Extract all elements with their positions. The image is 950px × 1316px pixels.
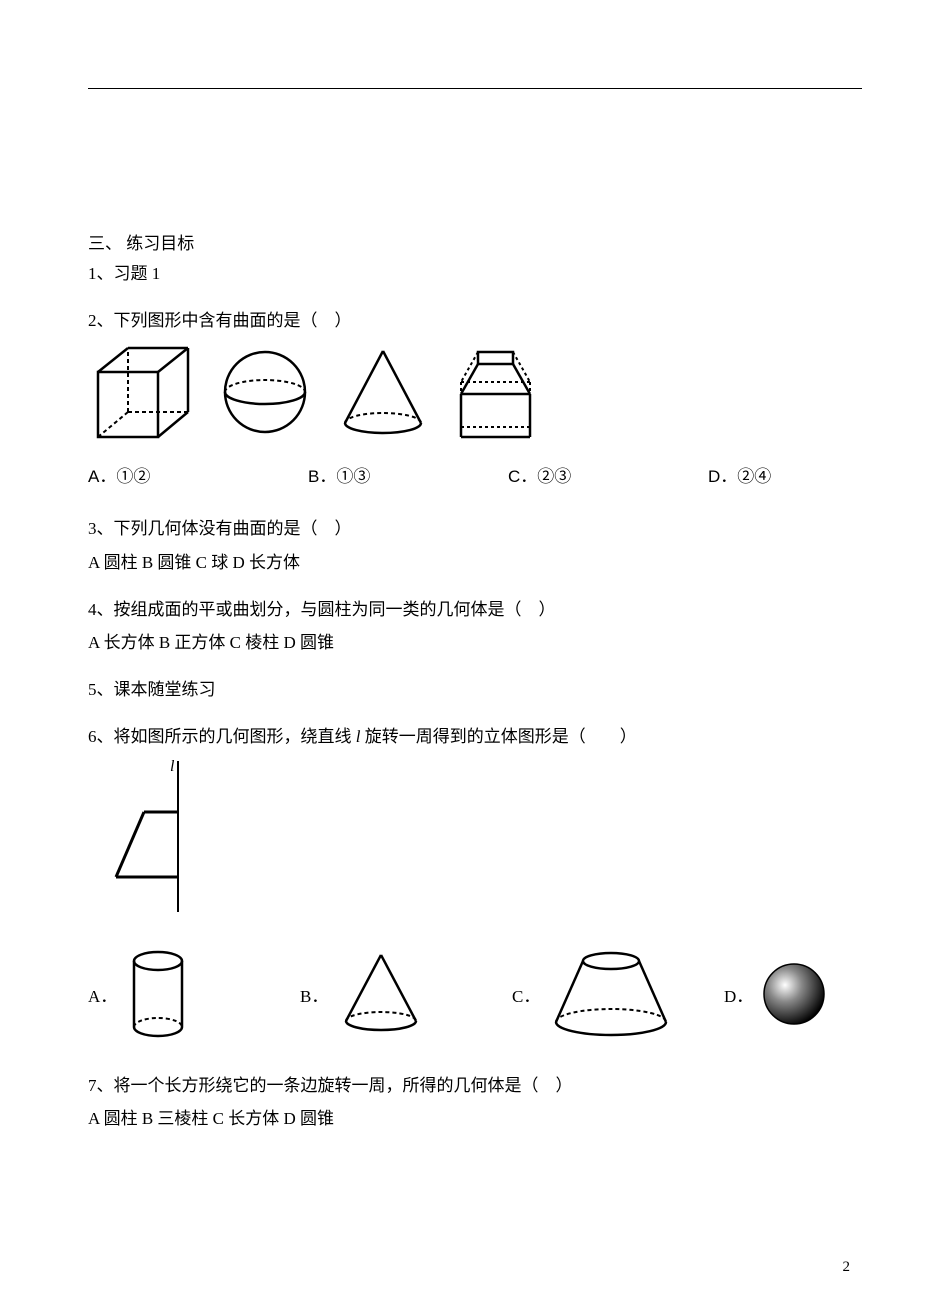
question-4-text: 4、按组成面的平或曲划分，与圆柱为同一类的几何体是（ ） (88, 596, 862, 623)
q6-prefix: 6、将如图所示的几何图形，绕直线 (88, 727, 356, 746)
shape-cone-b (334, 949, 429, 1039)
q2-opt-d: D．②④ (708, 462, 771, 487)
question-3-text: 3、下列几何体没有曲面的是（ ） (88, 515, 862, 542)
q6-opt-c: C． (512, 947, 712, 1042)
axis-label-l: l (170, 758, 175, 775)
question-1: 1、习题 1 (88, 260, 862, 287)
shape-sphere (218, 345, 313, 440)
question-5: 5、课本随堂练习 (88, 676, 862, 703)
question-4-options: A 长方体 B 正方体 C 棱柱 D 圆锥 (88, 629, 862, 656)
shape-cylinder (123, 947, 193, 1042)
q6-label-a: A． (88, 982, 117, 1007)
q6-label-d: D． (724, 982, 753, 1007)
question-2-text: 2、下列图形中含有曲面的是（ ） (88, 307, 862, 334)
q6-suffix: 旋转一周得到的立体图形是（ ） (360, 727, 636, 746)
question-3-options: A 圆柱 B 圆锥 C 球 D 长方体 (88, 549, 862, 576)
question-7-text: 7、将一个长方形绕它的一条边旋转一周，所得的几何体是（ ） (88, 1072, 862, 1099)
q6-source-figure: l (108, 757, 228, 917)
shape-sphere-shaded (759, 959, 829, 1029)
question-2-options: A．①② B．①③ C．②③ D．②④ (88, 462, 862, 487)
question-7-options: A 圆柱 B 三棱柱 C 长方体 D 圆锥 (88, 1105, 862, 1132)
q6-label-c: C． (512, 982, 540, 1007)
shape-frustum-cone (546, 947, 676, 1042)
shape-cube (88, 342, 198, 442)
q6-opt-d: D． (724, 959, 829, 1029)
horizontal-rule (88, 88, 862, 89)
q2-opt-c: C．②③ (508, 462, 708, 487)
q2-opt-b: B．①③ (308, 462, 508, 487)
question-6-text: 6、将如图所示的几何图形，绕直线 l 旋转一周得到的立体图形是（ ） (88, 723, 862, 750)
question-2-figures (88, 342, 862, 442)
shape-frustum-prism (453, 342, 538, 442)
q6-opt-b: B． (300, 949, 500, 1039)
page-number: 2 (843, 1259, 851, 1276)
section-heading: 三、 练习目标 (88, 229, 862, 254)
q2-opt-a: A．①② (88, 462, 308, 487)
q6-label-b: B． (300, 982, 328, 1007)
q6-opt-a: A． (88, 947, 288, 1042)
shape-cone (333, 345, 433, 440)
question-6-options: A． B． C． (88, 947, 862, 1042)
